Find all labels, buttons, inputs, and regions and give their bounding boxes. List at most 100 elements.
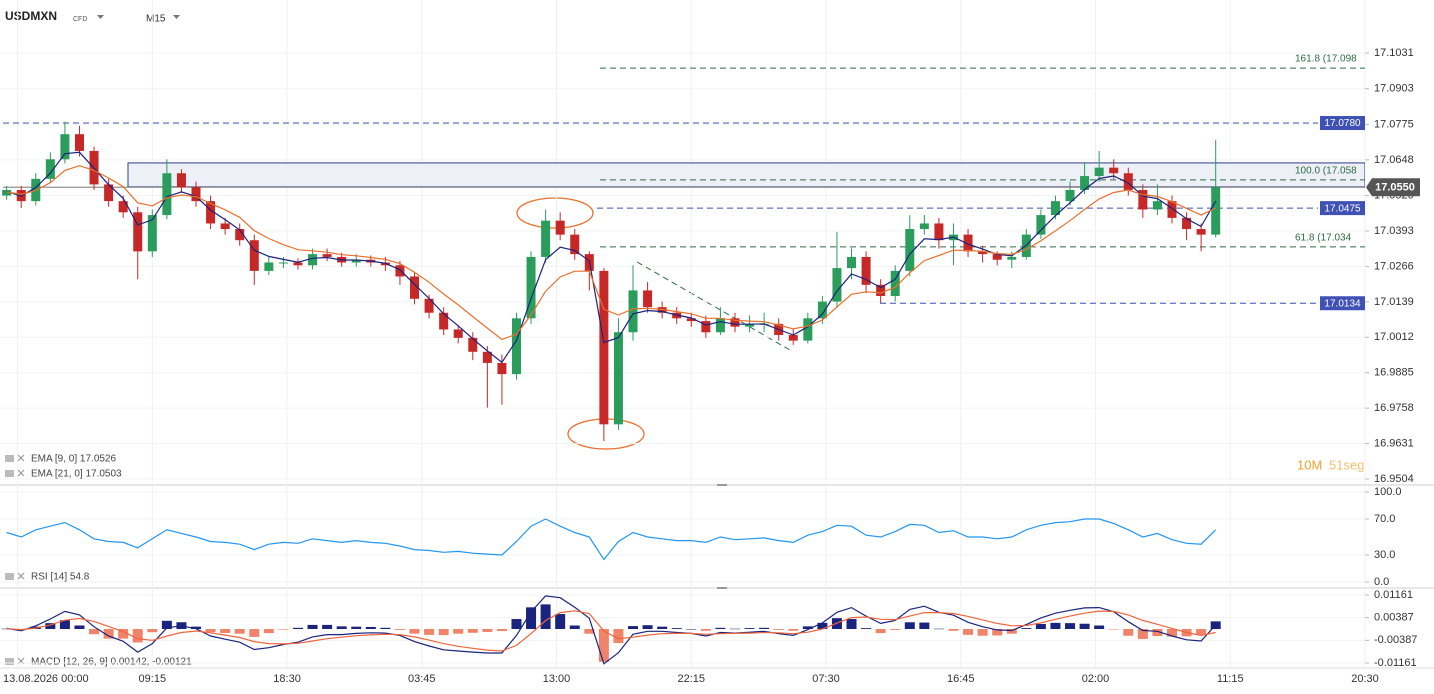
y-tick-label: 16.9631	[1374, 437, 1414, 449]
y-tick-label: 17.0393	[1374, 225, 1414, 237]
macd-histogram-bar	[919, 622, 930, 629]
macd-histogram-bar	[365, 626, 376, 629]
rsi-line	[6, 518, 1217, 561]
panel-handle[interactable]	[717, 484, 727, 486]
macd-histogram-bar	[1021, 628, 1032, 629]
y-tick-label: 30.0	[1374, 549, 1395, 561]
legend-icon[interactable]	[5, 573, 14, 580]
macd-histogram-bar	[1094, 625, 1105, 629]
macd-histogram-bar	[1123, 629, 1134, 636]
macd-histogram-bar	[744, 628, 755, 629]
candle-body	[613, 332, 623, 425]
candle-body	[468, 337, 478, 352]
legend-close[interactable]	[17, 454, 25, 665]
macd-histogram-bar	[686, 629, 697, 630]
legend-icon[interactable]	[5, 470, 14, 477]
timeframe[interactable]: M15	[146, 14, 166, 25]
macd-histogram-bar	[307, 624, 318, 629]
zone	[127, 162, 1365, 188]
candle-body	[817, 301, 827, 319]
candle-body	[963, 234, 973, 252]
level-label: 17.0134	[1324, 298, 1361, 309]
x-tick-label: 07:30	[812, 673, 840, 685]
candle-body	[890, 270, 900, 296]
candle-body	[351, 259, 361, 263]
y-tick-label: 0.00387	[1374, 612, 1414, 624]
candle-body	[206, 201, 216, 224]
candle-body	[1123, 173, 1133, 190]
level-label-box	[1320, 296, 1365, 311]
macd-histogram-bar	[45, 623, 56, 629]
macd-histogram-bar	[890, 629, 901, 630]
y-tick-label: 17.0775	[1374, 118, 1414, 130]
x-tick-label: 20:30	[1351, 673, 1379, 685]
macd-histogram-bar	[292, 627, 303, 629]
macd-histogram-bar	[147, 629, 158, 633]
candle-body	[1065, 189, 1075, 202]
macd-histogram-bar	[861, 628, 872, 629]
macd-histogram-bar	[598, 629, 609, 662]
ema-line	[6, 165, 1216, 341]
dropdown-arrow[interactable]	[173, 15, 180, 19]
macd-histogram-bar	[628, 626, 639, 629]
symbol[interactable]: USDMXN	[5, 9, 57, 23]
panel-handle[interactable]	[717, 587, 727, 589]
macd-histogram-bar	[817, 622, 828, 629]
macd-histogram-bar	[278, 629, 289, 630]
candle-body	[905, 229, 915, 271]
legend-icon[interactable]	[5, 658, 14, 665]
candle-body	[60, 134, 70, 160]
candle-body	[555, 220, 565, 235]
macd-histogram-bar	[1108, 629, 1119, 630]
macd-histogram-bar	[773, 629, 784, 630]
candle-body	[45, 159, 55, 179]
candle-body	[526, 256, 536, 319]
macd-histogram-bar	[788, 629, 799, 631]
macd-histogram-bar	[467, 629, 478, 633]
signal-line	[6, 610, 1216, 652]
legend-icon[interactable]	[5, 455, 14, 462]
macd-histogram-bar	[729, 628, 740, 630]
last-price-box	[1366, 178, 1420, 197]
candle-body	[147, 215, 157, 252]
y-tick-label: 70.0	[1374, 513, 1395, 525]
y-tick-label: 0.01161	[1374, 589, 1413, 601]
legend-entry: EMA [9, 0] 17.0526	[31, 454, 116, 465]
macd-histogram-bar	[992, 629, 1003, 636]
candle-body	[992, 254, 1002, 260]
macd-histogram-bar	[263, 629, 274, 634]
candle-body	[1007, 256, 1017, 260]
macd-histogram-bar	[409, 629, 420, 634]
y-tick-label: 17.0648	[1374, 154, 1414, 166]
candle-body	[249, 240, 259, 271]
candle-body	[293, 262, 303, 266]
candle-body	[191, 187, 201, 202]
y-tick-label: 17.0903	[1374, 83, 1414, 95]
y-tick-label: 0.0	[1374, 576, 1389, 588]
candle-body	[176, 173, 186, 188]
candle-body	[803, 318, 813, 341]
candle-body	[1167, 201, 1177, 218]
candle-body	[482, 351, 492, 363]
macd-histogram-bar	[1050, 622, 1061, 629]
candle-body	[1109, 167, 1119, 174]
macd-histogram-bar	[1152, 629, 1163, 637]
macd-line	[6, 595, 1217, 665]
macd-histogram-bar	[875, 629, 886, 634]
macd-histogram-bar	[671, 628, 682, 629]
macd-histogram-bar	[657, 626, 668, 629]
macd-histogram-bar	[191, 626, 202, 629]
macd-histogram-bar	[234, 629, 245, 634]
candle-body	[1211, 187, 1221, 235]
fib-label: 61.8 (17.034	[1295, 233, 1352, 244]
candle-body	[570, 234, 580, 255]
macd-histogram-bar	[584, 629, 595, 634]
candle-body	[978, 251, 988, 255]
grid	[0, 0, 1366, 668]
candle-body	[162, 173, 172, 216]
candle-body	[832, 268, 842, 302]
macd-histogram-bar	[59, 620, 70, 629]
dropdown-arrow[interactable]	[97, 15, 104, 19]
macd-histogram-bar	[351, 626, 362, 629]
